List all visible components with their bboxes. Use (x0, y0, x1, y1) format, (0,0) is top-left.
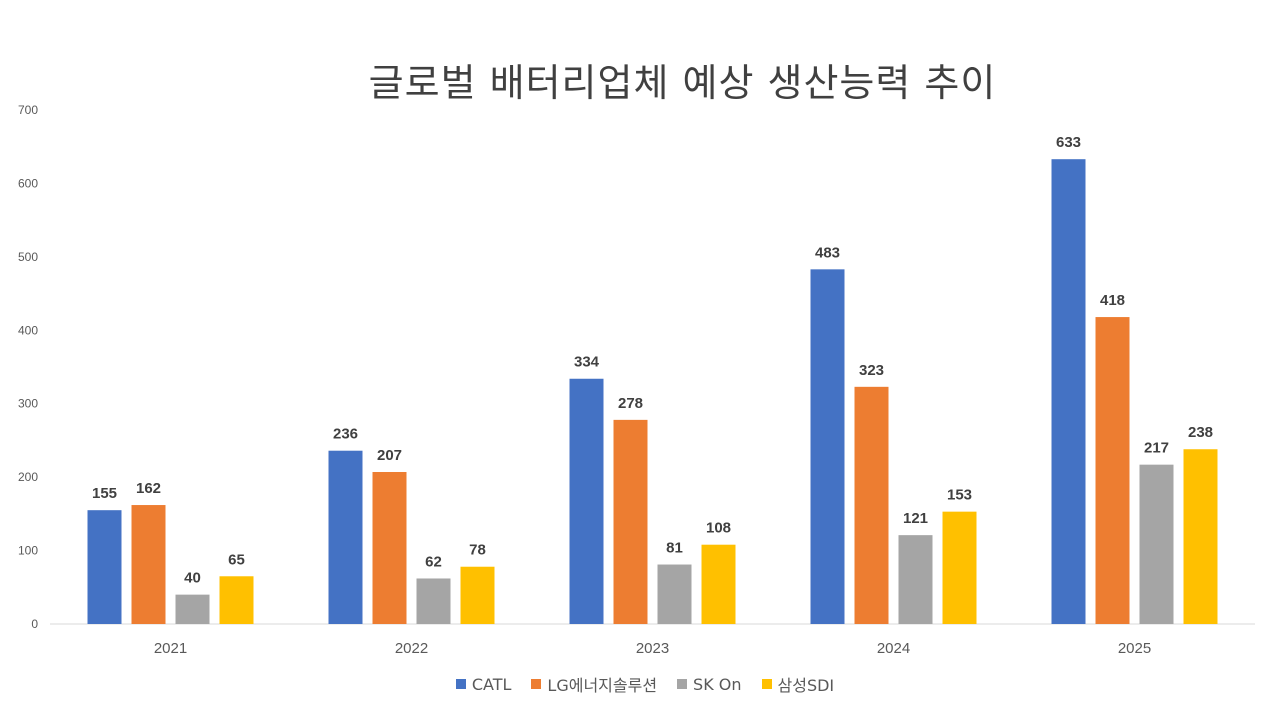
bar (131, 505, 166, 624)
legend-label: CATL (471, 674, 512, 694)
bar-value-label: 217 (1144, 440, 1169, 457)
x-axis: 2021 2022 2023 2024 2025 (154, 640, 1151, 657)
y-tick-label: 0 (31, 617, 38, 631)
bar (175, 594, 210, 624)
legend: CATL LG에너지솔루션 SK On 삼성SDI (0, 672, 1280, 696)
x-tick-label: 2025 (1118, 640, 1151, 657)
bar-value-label: 162 (136, 480, 161, 497)
legend-swatch (455, 679, 466, 689)
legend-item: 삼성SDI (761, 672, 835, 696)
bar (569, 378, 604, 624)
data-labels: 155 162 40 65 236 207 62 78 334 278 81 108 483 323 121… (92, 134, 1213, 586)
bar-value-label: 483 (815, 244, 840, 261)
bar (810, 269, 845, 624)
y-tick-label: 500 (18, 250, 38, 264)
bar-value-label: 108 (706, 520, 731, 537)
bar-value-label: 155 (92, 485, 117, 502)
bar-value-label: 334 (574, 354, 600, 371)
legend-label: 삼성SDI (777, 676, 835, 695)
bar-value-label: 65 (228, 551, 245, 568)
bar-value-label: 207 (377, 447, 402, 464)
bar (416, 578, 451, 624)
x-tick-label: 2021 (154, 640, 187, 657)
y-tick-label: 400 (18, 323, 38, 337)
y-tick-label: 300 (18, 397, 38, 411)
bar (1051, 159, 1086, 624)
bar (460, 566, 495, 624)
bar-value-label: 62 (425, 553, 442, 570)
bar (898, 535, 933, 624)
legend-item: CATL (455, 672, 512, 696)
bar-value-label: 78 (469, 542, 486, 559)
bars (87, 159, 1218, 624)
legend-item: LG에너지솔루션 (531, 672, 657, 696)
x-tick-label: 2023 (636, 640, 669, 657)
bar (701, 544, 736, 624)
bar (87, 510, 122, 624)
chart-title: 글로벌 배터리업체 예상 생산능력 추이 (368, 61, 997, 105)
bar (854, 386, 889, 624)
bar-value-label: 238 (1188, 424, 1213, 441)
bar-value-label: 278 (618, 395, 643, 412)
y-tick-label: 600 (18, 176, 38, 190)
bar (219, 576, 254, 624)
bar-value-label: 81 (666, 540, 683, 557)
bar (1139, 464, 1174, 624)
bar (613, 419, 648, 624)
x-tick-label: 2024 (877, 640, 910, 657)
bar-value-label: 153 (947, 487, 972, 504)
bar (328, 450, 363, 624)
bar-value-label: 40 (184, 570, 201, 587)
legend-label: SK On (693, 674, 742, 694)
y-tick-label: 200 (18, 470, 38, 484)
x-tick-label: 2022 (395, 640, 428, 657)
y-axis: 0 100 200 300 400 500 600 700 (18, 103, 38, 631)
bar-value-label: 121 (903, 510, 928, 527)
y-tick-label: 700 (18, 103, 38, 117)
bar-value-label: 323 (859, 362, 884, 379)
legend-item: SK On (677, 672, 742, 696)
legend-label: LG에너지솔루션 (547, 676, 658, 695)
bar (942, 511, 977, 624)
bar-value-label: 236 (333, 426, 358, 443)
legend-swatch (677, 679, 688, 689)
bar (1183, 449, 1218, 624)
bar-value-label: 418 (1100, 292, 1125, 309)
bar (657, 564, 692, 624)
legend-swatch (761, 679, 772, 689)
bar (372, 472, 407, 624)
y-tick-label: 100 (18, 544, 38, 558)
legend-swatch (531, 679, 542, 689)
bar-value-label: 633 (1056, 134, 1081, 151)
bar (1095, 317, 1130, 624)
